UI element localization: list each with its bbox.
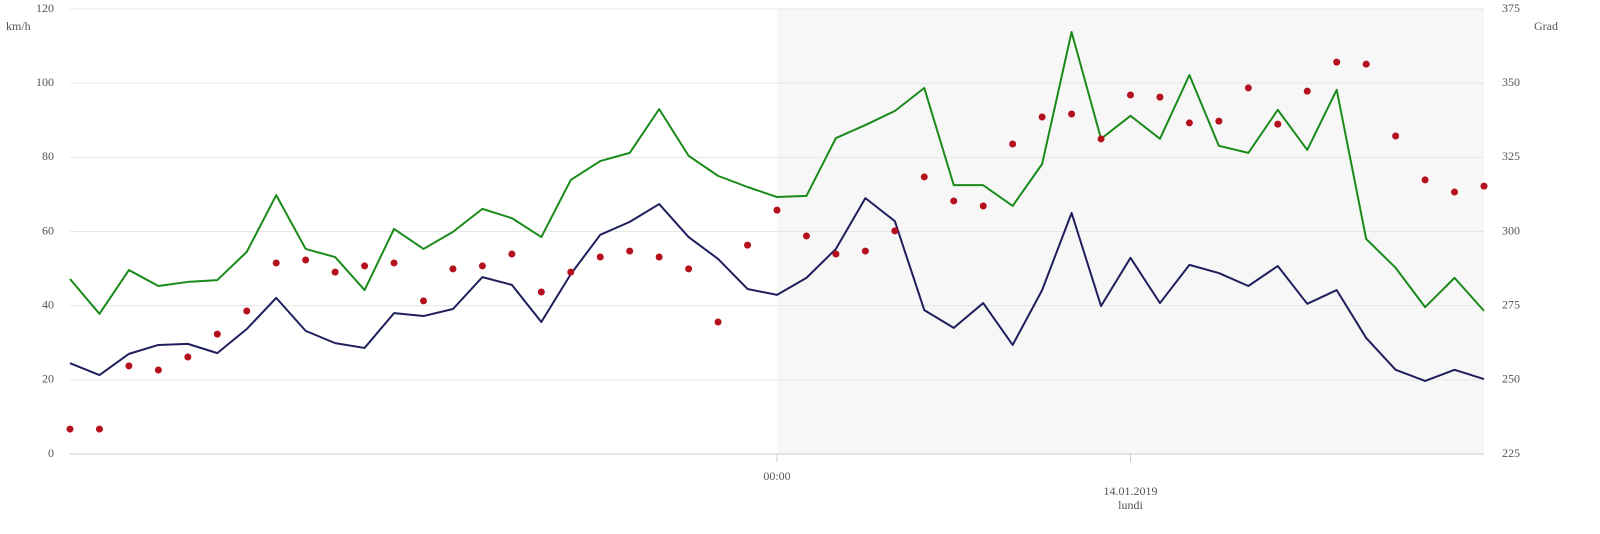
scatter-point bbox=[1392, 132, 1400, 140]
scatter-point bbox=[655, 253, 663, 261]
line-series bbox=[69, 30, 1485, 315]
scatter-point bbox=[920, 173, 928, 181]
scatter-point bbox=[95, 425, 103, 433]
y-tick-label: 60 bbox=[42, 223, 54, 237]
scatter-point bbox=[979, 202, 987, 210]
y-tick-label: 40 bbox=[42, 297, 54, 311]
scatter-point bbox=[272, 259, 280, 267]
y2-tick-label: 275 bbox=[1502, 297, 1520, 311]
scatter-point bbox=[1244, 84, 1252, 92]
scatter-point bbox=[685, 265, 693, 273]
y-tick-label: 120 bbox=[36, 1, 54, 15]
y2-tick-label: 300 bbox=[1502, 223, 1520, 237]
x-tick-label: 00:00 bbox=[763, 469, 790, 483]
scatter-point bbox=[773, 206, 781, 214]
scatter-point bbox=[66, 425, 74, 433]
scatter-point bbox=[744, 241, 752, 249]
y2-tick-label: 375 bbox=[1502, 1, 1520, 15]
scatter-point bbox=[1480, 182, 1488, 190]
scatter-point bbox=[1185, 119, 1193, 127]
scatter-point bbox=[449, 265, 457, 273]
scatter-point bbox=[184, 353, 192, 361]
scatter-point bbox=[714, 318, 722, 326]
line-series bbox=[69, 197, 1485, 382]
scatter-point bbox=[1038, 113, 1046, 121]
scatter-point bbox=[537, 288, 545, 296]
x-weekday-label: lundi bbox=[1118, 498, 1143, 512]
scatter-point bbox=[1156, 93, 1164, 101]
scatter-point bbox=[1097, 135, 1105, 143]
scatter-point bbox=[1068, 110, 1076, 118]
scatter-point bbox=[596, 253, 604, 261]
scatter-point bbox=[1215, 117, 1223, 125]
scatter-point bbox=[1009, 140, 1017, 148]
scatter-point bbox=[1274, 120, 1282, 128]
scatter-point bbox=[154, 366, 162, 374]
y-tick-label: 100 bbox=[36, 75, 54, 89]
scatter-point bbox=[1127, 91, 1134, 99]
x-tick-label: 14.01.2019 bbox=[1104, 484, 1158, 498]
scatter-point bbox=[802, 232, 810, 240]
scatter-point bbox=[420, 297, 427, 305]
scatter-point bbox=[125, 362, 133, 370]
y-tick-label: 20 bbox=[42, 372, 54, 386]
scatter-point bbox=[950, 197, 958, 205]
y-tick-label: 80 bbox=[42, 149, 54, 163]
scatter-point bbox=[478, 262, 486, 270]
scatter-point bbox=[1333, 58, 1341, 66]
scatter-point bbox=[1451, 188, 1459, 196]
scatter-point bbox=[508, 250, 516, 258]
y-tick-label: 0 bbox=[48, 446, 54, 460]
scatter-point bbox=[626, 247, 634, 255]
y2-tick-label: 250 bbox=[1502, 372, 1520, 386]
y-axis-label: km/h bbox=[6, 19, 31, 33]
scatter-point bbox=[1362, 60, 1370, 68]
scatter-point bbox=[243, 307, 251, 315]
scatter-point bbox=[567, 268, 575, 276]
scatter-point bbox=[213, 330, 221, 338]
y2-tick-label: 225 bbox=[1502, 446, 1520, 460]
scatter-point bbox=[1421, 176, 1429, 184]
scatter-point bbox=[891, 227, 899, 235]
y2-axis-label: Grad bbox=[1534, 19, 1558, 33]
scatter-point bbox=[331, 268, 339, 276]
scatter-point bbox=[832, 250, 840, 258]
scatter-point bbox=[1303, 87, 1311, 95]
scatter-point bbox=[302, 256, 310, 264]
scatter-point bbox=[861, 247, 869, 255]
scatter-point bbox=[390, 259, 398, 267]
y2-tick-label: 350 bbox=[1502, 75, 1520, 89]
scatter-point bbox=[361, 262, 369, 270]
y2-tick-label: 325 bbox=[1502, 149, 1520, 163]
